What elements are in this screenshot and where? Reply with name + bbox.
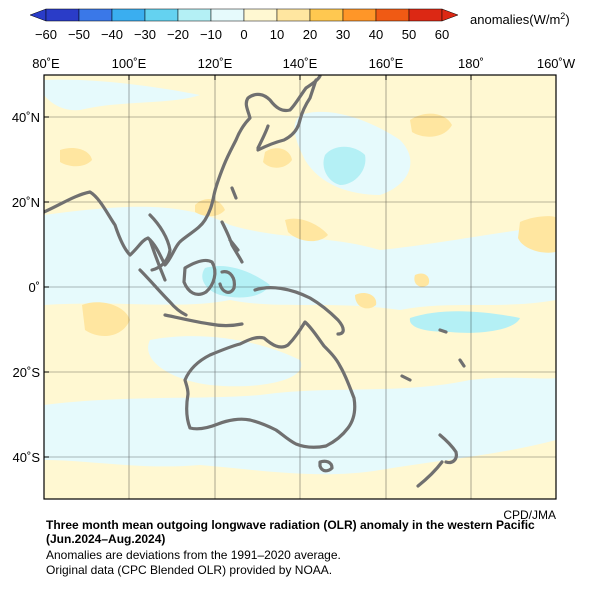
x-axis-labels: 80˚E 100˚E 120˚E 140˚E 160˚E 180˚ 160˚W [32,56,576,71]
colorbar-tick-label: 60 [435,27,449,42]
colorbar-cell [78,8,113,22]
colorbar-tick-label: 0 [240,27,247,42]
axis-ticks [44,75,472,458]
colorbar-cell [177,8,212,22]
north-negative-patch [44,79,200,111]
colorbar: −60 −50 −40 −30 −20 −10 0 10 20 30 40 50 60 anomalie… [29,8,570,42]
sumatra [138,268,188,317]
tasmania [318,459,334,473]
x-tick-label: 120˚E [198,56,233,71]
y-axis-labels: 40˚N 20˚N 0˚ 20˚S 40˚S [12,110,41,465]
colorbar-tick-label: 20 [303,27,317,42]
colorbar-tick-label: −40 [101,27,123,42]
cyan-patch-indonesia [202,265,270,298]
colorbar-cell [309,8,344,22]
colorbar-cell [342,8,377,22]
colorbar-tick-label: 40 [369,27,383,42]
colorbar-arrow-left [29,8,47,22]
x-tick-label: 160˚W [537,56,576,71]
credit-label: CPD/JMA [503,508,556,522]
y-tick-label: 40˚N [12,110,40,125]
new-zealand-south [416,460,444,488]
x-tick-label: 100˚E [112,56,147,71]
colorbar-tick-label: 30 [336,27,350,42]
x-tick-label: 180˚ [458,56,484,71]
malay-peninsula [148,238,167,282]
caption-note-2: Original data (CPC Blended OLR) provided… [46,563,333,577]
y-tick-label: 0˚ [28,280,40,295]
positive-patch-9 [355,293,377,309]
australia [183,320,357,449]
philippines [220,220,244,264]
positive-patch-6 [518,216,556,253]
colorbar-tick-label: −20 [167,27,189,42]
colorbar-cell [111,8,146,22]
colorbar-cell [408,8,443,22]
positive-patch-5 [285,218,328,242]
new-guinea [253,286,345,336]
taiwan [230,186,238,200]
positive-patch-2 [410,113,452,137]
anomaly-field [44,75,556,499]
coastlines [44,75,466,488]
caption-period: (Jun.2024–Aug.2024) [46,532,166,546]
x-tick-label: 160˚E [369,56,404,71]
x-tick-label: 140˚E [283,56,318,71]
y-tick-label: 20˚S [13,365,41,380]
colorbar-cell [375,8,410,22]
pacific-islands [400,328,466,382]
colorbar-tick-label: −30 [134,27,156,42]
colorbar-arrow-right [441,8,459,22]
japan [256,78,318,152]
colorbar-cell [210,8,245,22]
cyan-patch-north [323,146,366,185]
colorbar-unit: anomalies(W/m2) [470,11,570,27]
colorbar-cell [45,8,80,22]
colorbar-tick-label: −10 [200,27,222,42]
caption-note-1: Anomalies are deviations from the 1991–2… [46,548,341,562]
colorbar-tick-label: 10 [270,27,284,42]
y-tick-label: 20˚N [12,195,40,210]
colorbar-tick-label: 50 [402,27,416,42]
colorbar-tick-label: −50 [68,27,90,42]
new-zealand-north [438,433,458,465]
colorbar-tick-label: −60 [35,27,57,42]
positive-patch-8 [414,273,430,287]
x-tick-label: 80˚E [32,56,60,71]
borneo [182,258,217,296]
korea [256,124,270,150]
caption-title: Three month mean outgoing longwave radia… [46,518,535,532]
positive-patch-3 [263,148,292,168]
asia-coast [44,75,322,267]
sulawesi [218,270,236,294]
colorbar-cell [144,8,179,22]
cyan-patch-equatorial-pacific [409,311,520,333]
y-tick-label: 40˚S [13,450,41,465]
positive-patch-7 [82,302,130,336]
java [163,313,244,328]
colorbar-cell [243,8,278,22]
positive-patch-1 [60,148,92,167]
colorbar-cell [276,8,311,22]
